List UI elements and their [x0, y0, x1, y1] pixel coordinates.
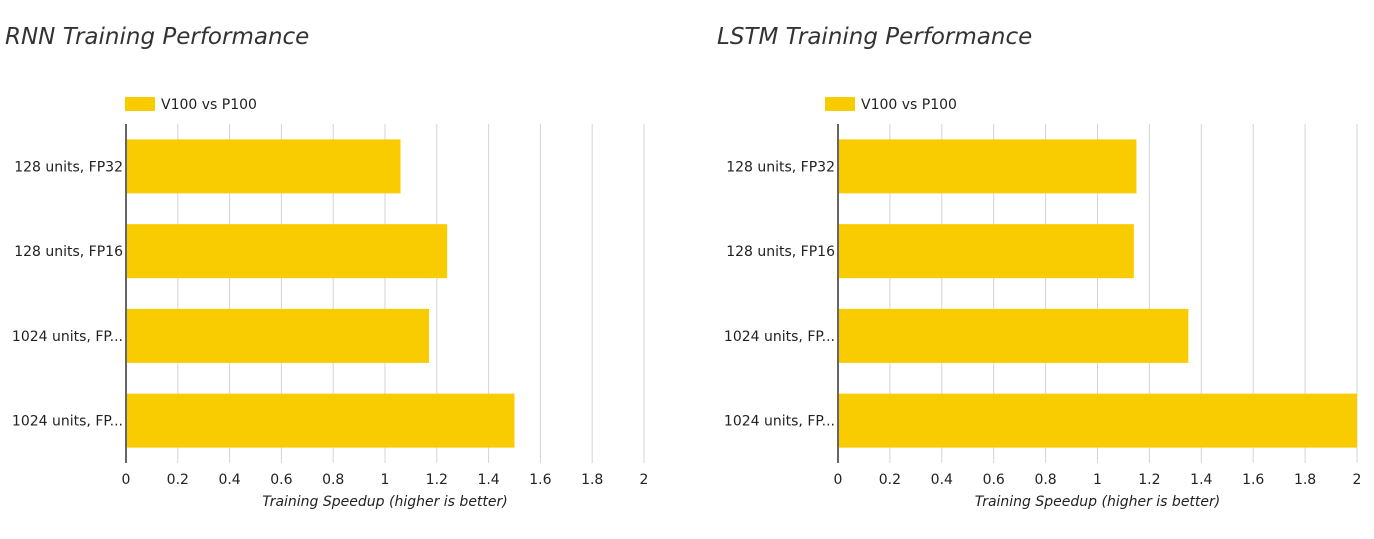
- x-tick-label: 1: [1093, 472, 1102, 488]
- category-label: 128 units, FP32: [726, 159, 835, 175]
- category-label: 128 units, FP16: [14, 244, 123, 260]
- x-tick-label: 0.8: [1034, 472, 1056, 488]
- x-tick-label: 0: [834, 472, 843, 488]
- bar: [127, 308, 430, 363]
- bar: [127, 139, 401, 194]
- x-tick-label: 2: [1353, 472, 1362, 488]
- category-label: 1024 units, FP...: [724, 414, 835, 430]
- x-tick-label: 0: [122, 472, 131, 488]
- legend-label: V100 vs P100: [861, 97, 957, 113]
- lstm-chart-plot: V100 vs P100 0 0.2 0.4 0.6 0.8 1 1.2 1.4 1.6 1.8 2 1…: [724, 97, 1362, 510]
- bar: [839, 139, 1137, 194]
- x-tick-label: 0.2: [879, 472, 901, 488]
- category-label: 1024 units, FP...: [724, 329, 835, 345]
- x-tick-label: 1.8: [1294, 472, 1316, 488]
- category-label: 128 units, FP16: [726, 244, 835, 260]
- lstm-chart: LSTM Training Performance V100 vs P100 0 0…: [700, 0, 1374, 539]
- chart-title: LSTM Training Performance: [717, 24, 1033, 50]
- rnn-chart: RNN Training Performance V100 vs P100 0 0.…: [0, 0, 680, 539]
- category-label: 1024 units, FP...: [12, 414, 123, 430]
- x-tick-label: 1.4: [1190, 472, 1212, 488]
- x-tick-label: 1.6: [529, 472, 551, 488]
- x-tick-label: 0.8: [322, 472, 344, 488]
- bar: [839, 393, 1357, 448]
- legend-swatch: [825, 97, 855, 111]
- category-label: 1024 units, FP...: [12, 329, 123, 345]
- x-axis-title: Training Speedup (higher is better): [975, 494, 1221, 510]
- x-tick-label: 1.8: [581, 472, 603, 488]
- x-tick-label: 2: [640, 472, 649, 488]
- x-tick-label: 1.6: [1242, 472, 1264, 488]
- x-tick-label: 0.6: [270, 472, 292, 488]
- x-tick-label: 1.2: [1138, 472, 1160, 488]
- rnn-chart-plot: V100 vs P100 0 0.2 0.4 0.6 0.8 1 1.2 1.4 1.6 1.8 2 1…: [12, 97, 649, 510]
- x-tick-label: 1.4: [477, 472, 499, 488]
- x-tick-label: 1: [381, 472, 390, 488]
- bar: [839, 308, 1189, 363]
- chart-title: RNN Training Performance: [5, 24, 310, 50]
- bar: [839, 224, 1134, 279]
- bar: [127, 393, 515, 448]
- category-label: 128 units, FP32: [14, 159, 123, 175]
- bar: [127, 224, 448, 279]
- legend-label: V100 vs P100: [161, 97, 257, 113]
- x-tick-label: 0.2: [167, 472, 189, 488]
- x-axis-title: Training Speedup (higher is better): [262, 494, 508, 510]
- x-tick-label: 0.4: [931, 472, 953, 488]
- x-tick-label: 1.2: [426, 472, 448, 488]
- legend-swatch: [125, 97, 155, 111]
- x-tick-label: 0.4: [218, 472, 240, 488]
- x-tick-label: 0.6: [983, 472, 1005, 488]
